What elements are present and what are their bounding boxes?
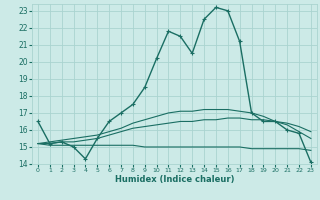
X-axis label: Humidex (Indice chaleur): Humidex (Indice chaleur) — [115, 175, 234, 184]
